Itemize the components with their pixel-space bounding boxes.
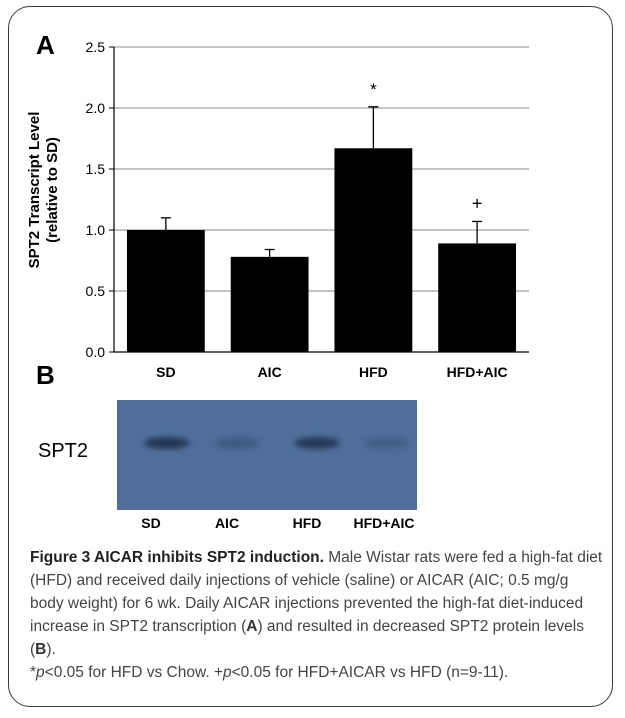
blot-lane-label-sd: SD (141, 515, 161, 531)
blot-band-hfd (294, 437, 340, 449)
y-tick-label: 0.0 (86, 344, 106, 360)
caption-sig-2-text: <0.05 for HFD+AICAR vs HFD (n=9-11). (231, 664, 509, 681)
blot-lane-label-hfd: HFD (292, 515, 322, 531)
x-category-label: HFD (359, 364, 388, 380)
blot-lane-label-aic: AIC (214, 515, 240, 531)
bar-hfd-aic (438, 243, 517, 352)
caption-sig-1-p: p (36, 664, 45, 681)
figure-caption: Figure 3 AICAR inhibits SPT2 induction. … (30, 546, 605, 684)
caption-sig-2-p: p (223, 664, 232, 681)
bar-chart: 0.0 0.5 1.0 1.5 2.0 2.5 SD AIC * HFD + HFD+AIC (86, 39, 529, 380)
y-tick-label: 1.0 (86, 222, 106, 238)
blot-band-aic (214, 437, 260, 449)
significance-marker: * (370, 80, 377, 99)
caption-ref-b: B (35, 641, 47, 658)
y-tick-label: 0.5 (86, 283, 106, 299)
caption-sig-1-text: <0.05 for HFD vs Chow. + (44, 664, 223, 681)
caption-ref-a: A (246, 618, 258, 635)
bar-hfd (334, 148, 413, 352)
bar-sd (126, 230, 205, 352)
significance-marker: + (472, 193, 483, 213)
caption-text-1: Male Wistar rats were fed a high-fat die… (30, 549, 603, 635)
panel-b-label: B (36, 360, 55, 390)
caption-sig-1-symbol: * (30, 664, 37, 681)
caption-text-2: ) and resulted in decreased SPT2 protein… (30, 618, 584, 658)
bar-aic (230, 256, 309, 352)
y-tick-label: 1.5 (86, 161, 106, 177)
y-tick-label: 2.0 (86, 100, 106, 116)
x-category-label: AIC (258, 364, 282, 380)
panel-a-label: A (36, 30, 55, 60)
blot-row-label: SPT2 (38, 440, 89, 462)
y-tick-label: 2.5 (86, 39, 106, 55)
blot-band-hfd-aic (364, 437, 410, 449)
figure-frame (8, 6, 613, 707)
western-blot-image (117, 400, 417, 510)
caption-text-3: ). (46, 641, 56, 658)
blot-band-sd (144, 437, 190, 449)
caption-title: Figure 3 AICAR inhibits SPT2 induction. (30, 549, 324, 566)
blot-lane-label-hfd-aic: HFD+AIC (353, 515, 415, 531)
x-category-label: HFD+AIC (447, 364, 508, 380)
x-category-label: SD (156, 364, 175, 380)
